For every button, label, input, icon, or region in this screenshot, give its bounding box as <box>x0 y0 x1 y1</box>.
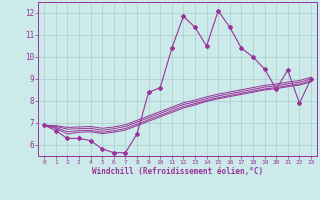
X-axis label: Windchill (Refroidissement éolien,°C): Windchill (Refroidissement éolien,°C) <box>92 167 263 176</box>
